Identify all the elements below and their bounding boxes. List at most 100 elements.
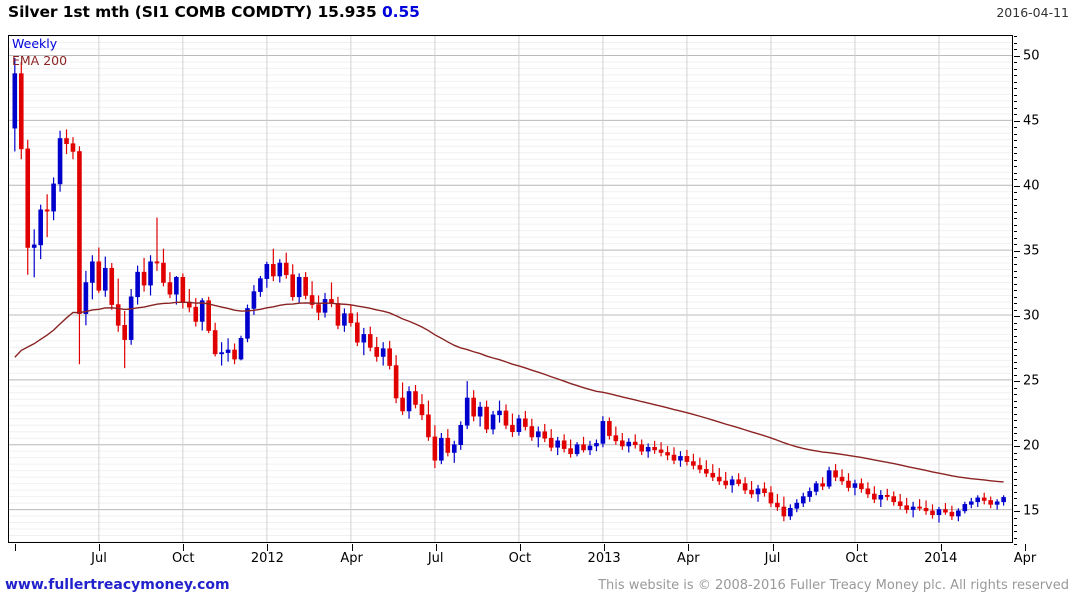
- date-axis-label: Jul: [91, 551, 107, 566]
- price-axis-minor-tick: [1014, 544, 1017, 545]
- price-axis-minor-tick: [1014, 166, 1017, 168]
- copyright-notice: This website is © 2008-2016 Fuller Treac…: [598, 578, 1069, 593]
- date-axis-label: 2013: [587, 551, 621, 566]
- date-axis-tick: [1025, 544, 1026, 551]
- date-axis-tick: [772, 544, 774, 551]
- date-axis-tick: [351, 544, 353, 551]
- price-axis-minor-tick: [1014, 283, 1017, 285]
- price-axis-minor-tick: [1014, 198, 1017, 200]
- date-axis-tick: [519, 544, 521, 551]
- price-axis-minor-tick: [1014, 88, 1017, 90]
- price-axis-minor-tick: [1014, 374, 1017, 376]
- price-axis-minor-tick: [1014, 322, 1017, 324]
- price-axis-minor-tick: [1014, 303, 1017, 304]
- date-axis-label: Apr: [1013, 551, 1037, 566]
- price-axis-tick: [1014, 446, 1020, 448]
- price-axis-minor-tick: [1014, 394, 1017, 396]
- price-axis-tick: [1014, 185, 1020, 187]
- price-axis-minor-tick: [1014, 413, 1017, 415]
- price-axis-label: 35: [1023, 243, 1040, 259]
- price-axis-label: 30: [1023, 308, 1040, 324]
- price-axis-minor-tick: [1014, 211, 1017, 213]
- price-axis-minor-tick: [1014, 465, 1017, 467]
- date-axis-tick: [267, 544, 269, 551]
- date-axis-tick: [435, 544, 437, 551]
- price-axis-minor-tick: [1014, 498, 1017, 500]
- chart-canvas: [9, 36, 1012, 542]
- price-axis-minor-tick: [1014, 133, 1017, 135]
- price-axis-minor-tick: [1014, 355, 1017, 357]
- price-axis-tick: [1014, 120, 1020, 122]
- price-axis-tick: [1014, 381, 1020, 383]
- price-axis-minor-tick: [1014, 205, 1017, 207]
- price-axis-minor-tick: [1014, 270, 1017, 272]
- date-axis-label: Oct: [845, 551, 868, 566]
- price-axis-minor-tick: [1014, 244, 1017, 246]
- price-axis-minor-tick: [1014, 81, 1017, 83]
- price-axis-minor-tick: [1014, 309, 1017, 311]
- price-axis-minor-tick: [1014, 68, 1017, 70]
- date-axis-tick: [604, 544, 606, 551]
- price-axis-minor-tick: [1014, 62, 1017, 64]
- price-axis-label: 40: [1023, 178, 1040, 194]
- date-axis: JulOct2012AprJulOct2013AprJulOct2014AprJ…: [8, 544, 1036, 570]
- price-axis: 50 45 40 35 30 25 20 15: [1014, 35, 1075, 545]
- chart-plot-area[interactable]: [8, 35, 1013, 543]
- date-axis-label: Apr: [340, 551, 363, 566]
- price-axis-minor-tick: [1014, 224, 1017, 226]
- date-axis-label: Jul: [427, 551, 444, 566]
- price-axis-minor-tick: [1014, 524, 1017, 526]
- price-axis-minor-tick: [1014, 407, 1017, 409]
- price-axis-minor-tick: [1014, 237, 1017, 239]
- price-axis-tick: [1014, 316, 1020, 318]
- price-axis-minor-tick: [1014, 537, 1017, 539]
- price-axis-minor-tick: [1014, 263, 1017, 265]
- price-axis-minor-tick: [1014, 342, 1017, 344]
- date-axis-label: Jul: [764, 551, 781, 566]
- price-axis-minor-tick: [1014, 368, 1017, 370]
- date-axis-tick: [688, 544, 690, 551]
- date-axis-label: 2014: [924, 551, 958, 566]
- date-axis-label: Oct: [508, 551, 532, 566]
- price-axis-minor-tick: [1014, 36, 1017, 37]
- price-axis-minor-tick: [1014, 179, 1017, 181]
- price-axis-minor-tick: [1014, 296, 1017, 298]
- price-axis-minor-tick: [1014, 231, 1017, 233]
- header-change-value: 0.55: [381, 3, 420, 21]
- price-axis-minor-tick: [1014, 42, 1017, 44]
- date-axis-label: 2012: [250, 551, 284, 566]
- site-url-link[interactable]: www.fullertreacymoney.com: [5, 577, 230, 593]
- price-axis-minor-tick: [1014, 329, 1017, 331]
- price-axis-minor-tick: [1014, 459, 1017, 461]
- price-axis-minor-tick: [1014, 277, 1017, 278]
- price-axis-minor-tick: [1014, 485, 1017, 487]
- price-axis-minor-tick: [1014, 107, 1017, 109]
- price-axis-label: 20: [1023, 438, 1040, 454]
- price-axis-label: 25: [1023, 373, 1040, 389]
- price-axis-tick: [1014, 55, 1020, 57]
- price-axis-minor-tick: [1014, 517, 1017, 519]
- price-axis-minor-tick: [1014, 192, 1017, 194]
- price-axis-minor-tick: [1014, 504, 1017, 506]
- price-axis-minor-tick: [1014, 218, 1017, 220]
- legend-interval-label: Weekly: [12, 36, 58, 51]
- price-axis-minor-tick: [1014, 114, 1017, 116]
- chart-date-label: 2016-04-11: [996, 5, 1069, 20]
- price-axis-label: 15: [1023, 503, 1040, 519]
- price-axis-minor-tick: [1014, 420, 1017, 422]
- price-axis-minor-tick: [1014, 491, 1017, 493]
- date-axis-tick: [940, 544, 942, 551]
- date-axis-label: Apr: [677, 551, 700, 566]
- price-axis-minor-tick: [1014, 140, 1017, 142]
- date-axis-tick: [856, 544, 858, 551]
- price-axis-minor-tick: [1014, 146, 1017, 148]
- price-axis-minor-tick: [1014, 153, 1017, 155]
- price-axis-label: 45: [1023, 113, 1040, 129]
- legend-ema-label: EMA 200: [12, 53, 68, 68]
- price-axis-minor-tick: [1014, 257, 1017, 259]
- price-axis-minor-tick: [1014, 335, 1017, 337]
- date-axis-tick: [99, 544, 100, 551]
- chart-header-title: Silver 1st mth (SI1 COMB COMDTY) 15.935 …: [8, 3, 420, 21]
- price-axis-minor-tick: [1014, 452, 1017, 454]
- price-axis-minor-tick: [1014, 172, 1017, 174]
